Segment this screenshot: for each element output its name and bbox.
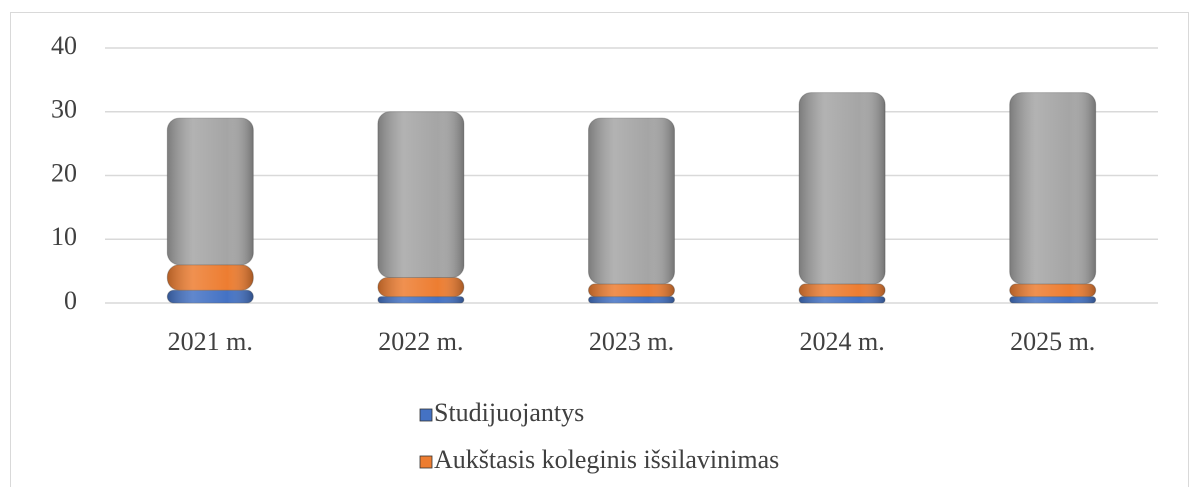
y-tick-label: 30 — [51, 95, 77, 124]
x-tick-label: 2021 m. — [168, 327, 253, 356]
y-tick-label: 40 — [51, 31, 77, 60]
bar-shade — [588, 118, 675, 284]
x-tick-label: 2025 m. — [1010, 327, 1095, 356]
x-tick-label: 2024 m. — [799, 327, 884, 356]
bar-shade — [167, 290, 254, 303]
bar-shade — [588, 296, 675, 303]
bar-shade — [167, 264, 254, 291]
bar-shade — [588, 283, 675, 297]
bar-shade — [1009, 283, 1096, 297]
x-tick-label: 2023 m. — [589, 327, 674, 356]
bar-shade — [799, 92, 886, 284]
legend-marker — [419, 408, 433, 422]
legend-marker — [419, 455, 433, 469]
bar-shade — [1009, 92, 1096, 284]
x-tick-label: 2022 m. — [378, 327, 463, 356]
bar-shade — [377, 277, 464, 297]
bar-shade — [377, 111, 464, 278]
y-tick-label: 0 — [64, 286, 77, 315]
bar-shade — [1009, 296, 1096, 303]
y-tick-label: 10 — [51, 222, 77, 251]
bar-shade — [799, 296, 886, 303]
bar-shade — [167, 118, 254, 265]
bar-shade — [799, 283, 886, 297]
legend-label: Studijuojantys — [434, 398, 584, 427]
y-tick-label: 20 — [51, 158, 77, 187]
bar-shade — [377, 296, 464, 303]
legend-label: Aukštasis koleginis išsilavinimas — [434, 445, 779, 474]
